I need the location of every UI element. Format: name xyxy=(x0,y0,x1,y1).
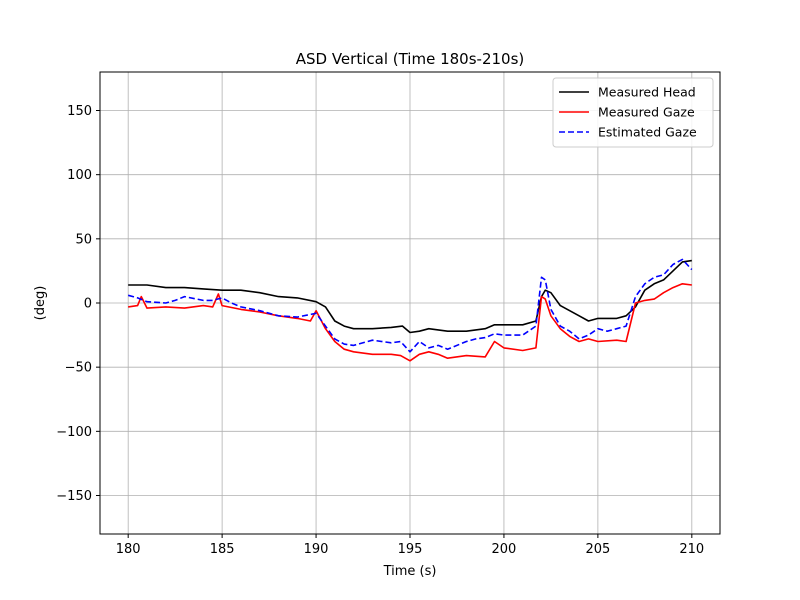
legend-label: Measured Head xyxy=(598,85,696,100)
series-line-estimated-gaze xyxy=(127,258,693,353)
y-tick-label: 0 xyxy=(84,297,92,312)
y-tick-label: −150 xyxy=(56,489,92,504)
y-axis-ticks: −150 −100 −50 0 50 100 150 xyxy=(56,104,100,504)
x-tick-label: 195 xyxy=(398,542,423,557)
x-tick-label: 180 xyxy=(116,542,141,557)
series-line-measured-head xyxy=(128,259,692,334)
y-tick-label: 100 xyxy=(67,168,92,183)
x-tick-label: 200 xyxy=(492,542,517,557)
y-tick-label: 150 xyxy=(67,104,92,119)
legend-label: Estimated Gaze xyxy=(598,125,697,140)
legend-box xyxy=(552,77,714,148)
legend: Measured Head Measured Gaze Estimated Gaze xyxy=(552,77,714,148)
y-tick-label: 50 xyxy=(75,232,92,247)
x-axis-ticks: 180 185 190 195 200 205 210 xyxy=(116,534,704,557)
y-axis-label: (deg) xyxy=(33,286,48,321)
x-tick-label: 210 xyxy=(679,542,704,557)
x-tick-label: 185 xyxy=(210,542,235,557)
y-tick-label: −100 xyxy=(56,425,92,440)
x-axis-label: Time (s) xyxy=(383,564,437,579)
x-tick-label: 190 xyxy=(304,542,329,557)
grid xyxy=(100,72,720,534)
y-tick-label: −50 xyxy=(65,361,92,376)
legend-label: Measured Gaze xyxy=(598,105,695,120)
plot-lines xyxy=(127,258,693,362)
chart-title: ASD Vertical (Time 180s-210s) xyxy=(296,50,525,68)
x-tick-label: 205 xyxy=(585,542,610,557)
